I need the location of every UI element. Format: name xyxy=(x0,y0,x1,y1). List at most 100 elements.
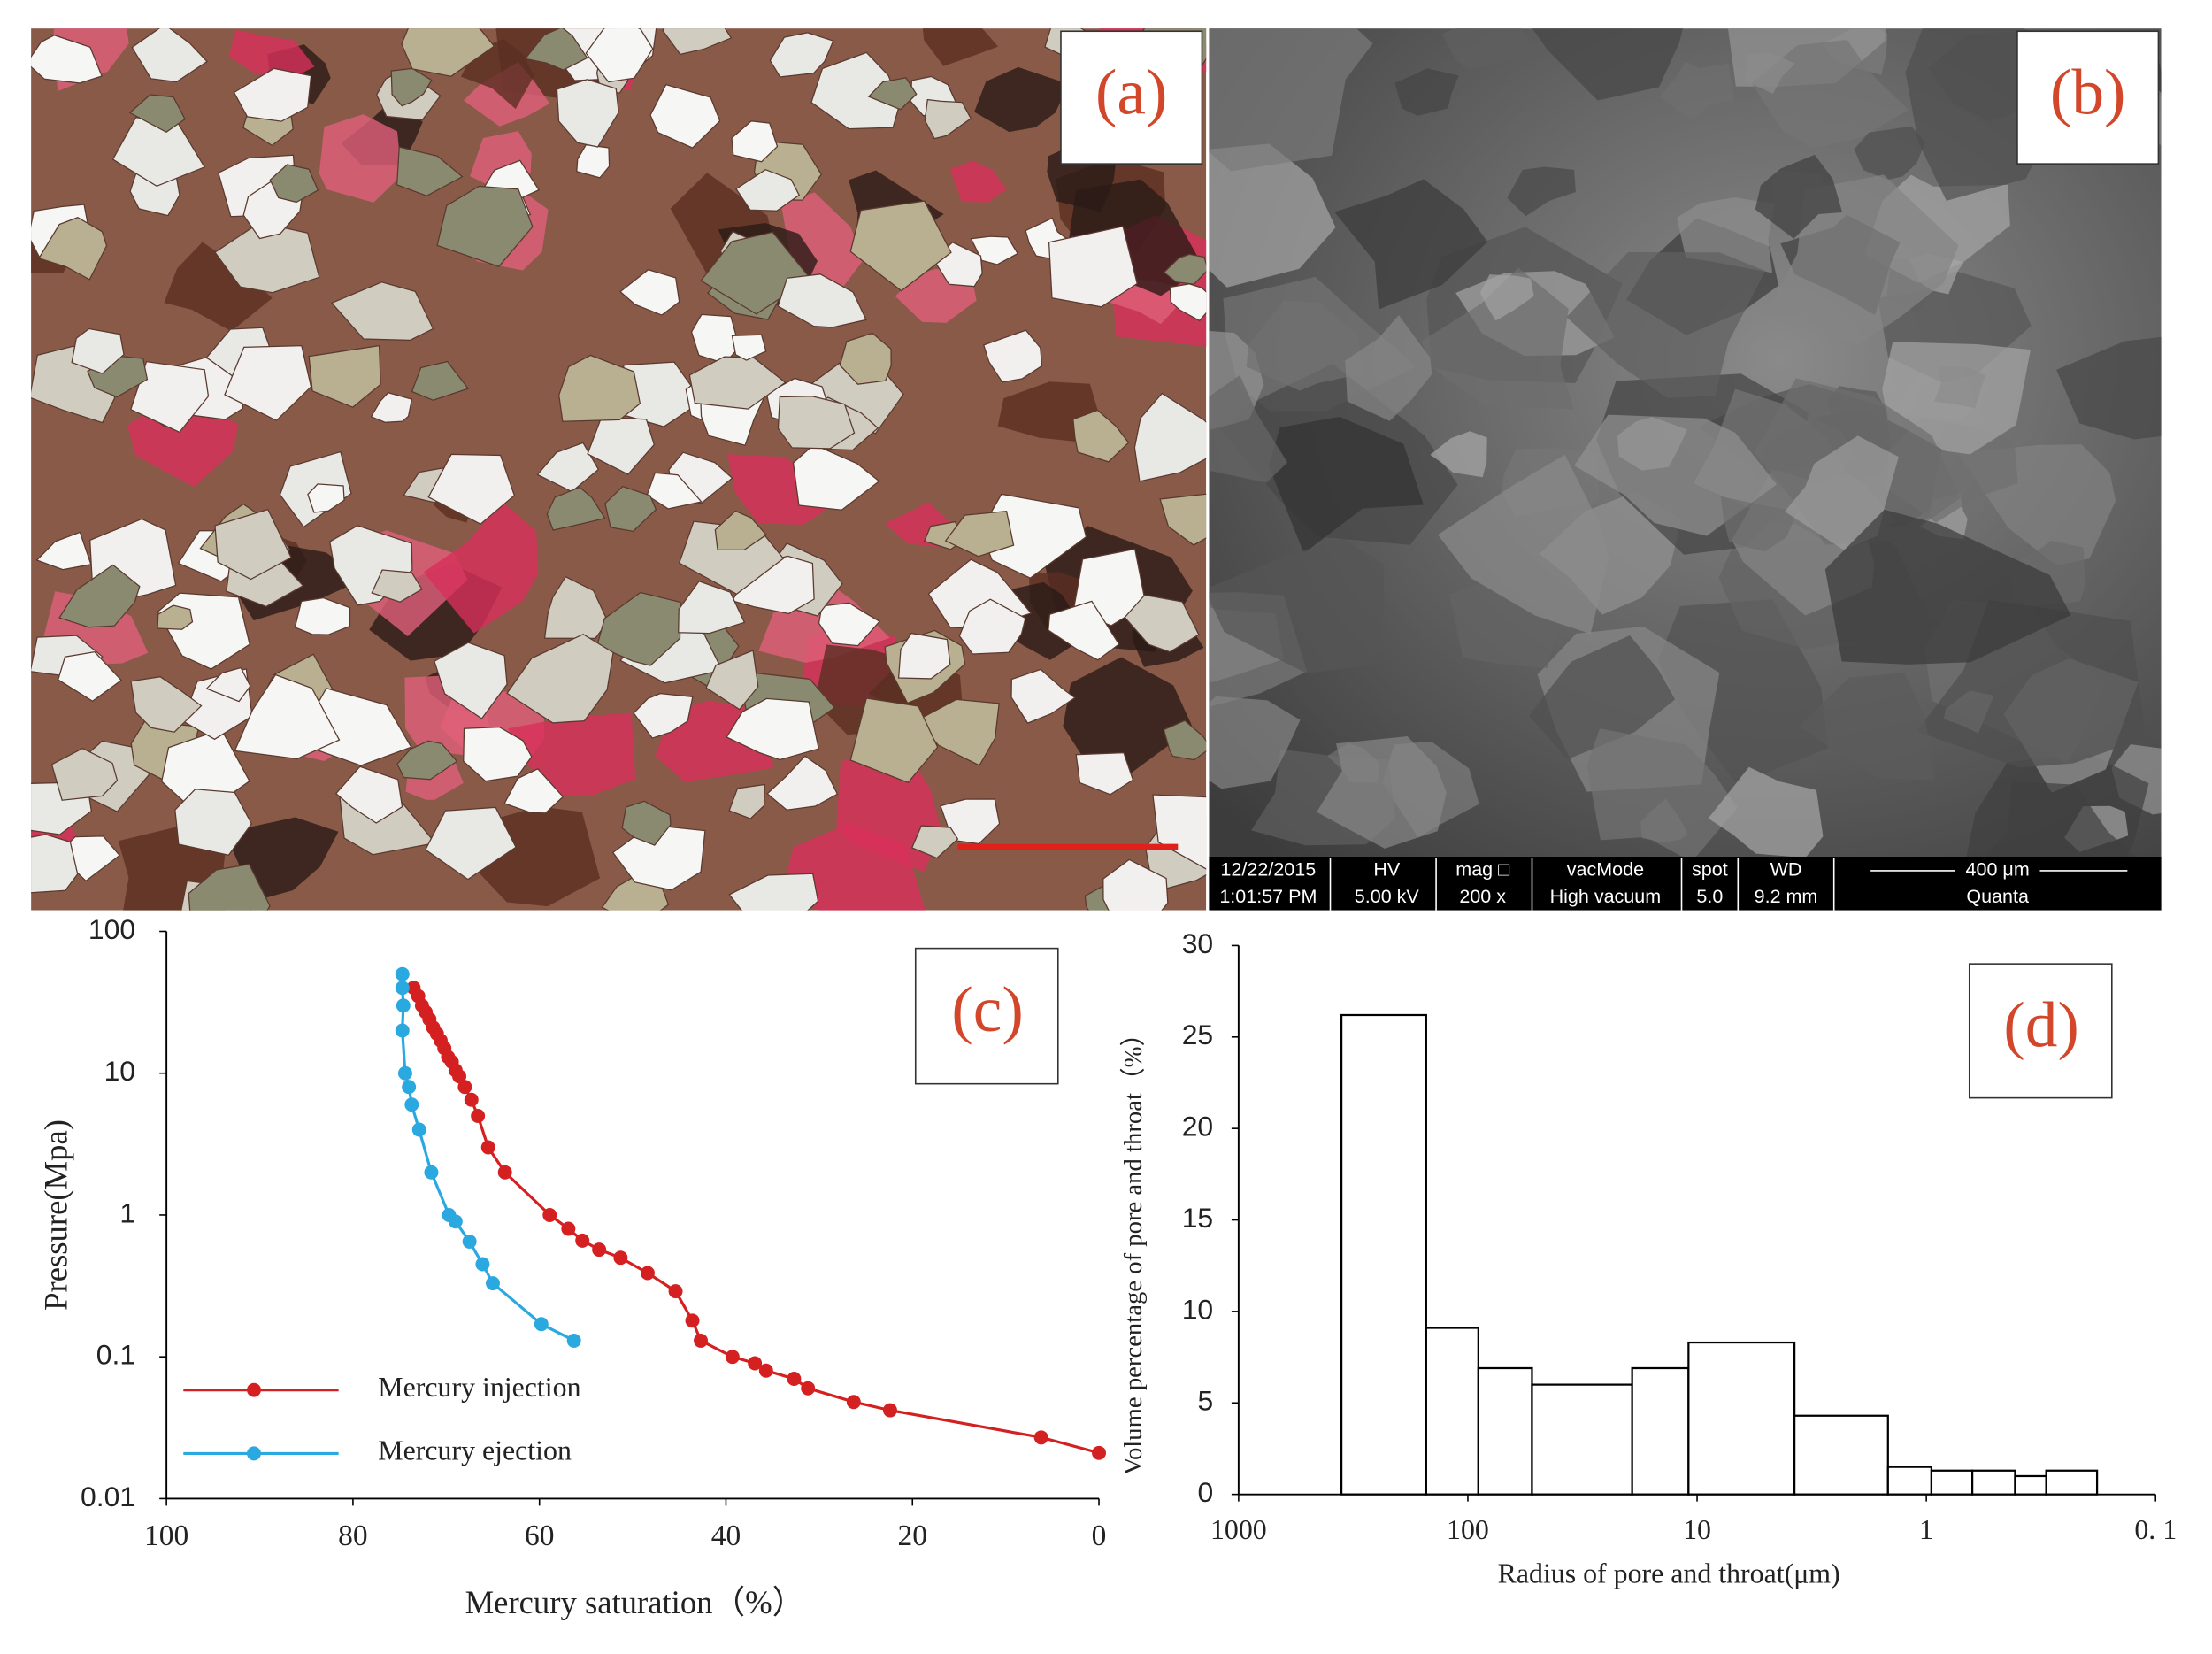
x-tick-label: 0. 1 xyxy=(2134,1514,2177,1545)
y-tick-label: 1 xyxy=(119,1196,135,1228)
texture xyxy=(2056,336,2162,440)
sem-info-text: Quanta xyxy=(1966,886,2029,907)
point xyxy=(725,1350,740,1365)
y-tick-label: 10 xyxy=(104,1055,135,1087)
point xyxy=(448,1214,463,1229)
y-tick-label: 5 xyxy=(1197,1385,1213,1417)
texture xyxy=(1334,179,1488,310)
sem-info-text: WD xyxy=(1770,859,1802,881)
grain xyxy=(940,798,1001,845)
grain xyxy=(1169,283,1207,322)
histogram-bar xyxy=(1531,1383,1633,1496)
x-tick-label: 1 xyxy=(1919,1514,1933,1545)
texture xyxy=(1586,728,1738,857)
grain xyxy=(619,269,680,316)
histogram-bar xyxy=(2014,1474,2047,1496)
sem-info-text: 12/22/2015 xyxy=(1221,859,1317,881)
grain xyxy=(810,51,901,130)
grain xyxy=(334,765,403,824)
texture xyxy=(164,242,273,332)
point xyxy=(497,1165,512,1180)
sem-info-text: spot xyxy=(1692,859,1728,881)
scale-bar xyxy=(957,843,1179,850)
histogram-bar xyxy=(2045,1469,2099,1496)
sem-info: 12/22/2015 1:01:57 PM HV 5.00 kV mag □ 200 x v… xyxy=(1219,858,2128,911)
grain xyxy=(1075,751,1134,796)
grain xyxy=(396,740,458,781)
texture xyxy=(1430,431,1487,478)
texture xyxy=(1743,52,1795,95)
grain xyxy=(224,345,312,421)
grain xyxy=(128,94,186,134)
grain xyxy=(31,35,103,84)
x-tick-label: 10 xyxy=(1683,1514,1711,1545)
sem-photo xyxy=(1209,28,2162,857)
grain xyxy=(849,697,939,784)
point xyxy=(404,1097,419,1112)
grain xyxy=(330,281,434,342)
grain xyxy=(604,485,657,532)
panel-label: (a) xyxy=(1095,57,1167,128)
grain xyxy=(867,77,918,111)
grain xyxy=(849,200,952,292)
point xyxy=(640,1266,655,1281)
grain xyxy=(130,360,210,434)
point xyxy=(395,1023,410,1038)
histogram-bar xyxy=(1793,1414,1889,1496)
label-box xyxy=(914,947,1059,1085)
grain xyxy=(1124,594,1200,653)
point xyxy=(748,1356,763,1371)
grain xyxy=(585,28,654,83)
texture xyxy=(1566,251,1766,398)
x-axis-title: Radius of pore and throat(μm) xyxy=(1498,1558,1840,1589)
grain xyxy=(839,332,892,385)
grain xyxy=(425,806,517,881)
point xyxy=(395,966,410,981)
grain xyxy=(234,673,341,760)
point xyxy=(457,1080,472,1095)
sem-info-bar xyxy=(1209,856,2162,911)
y-tick-label: 10 xyxy=(1182,1293,1213,1325)
grain xyxy=(818,602,881,647)
grain xyxy=(434,642,508,719)
grain xyxy=(731,334,767,361)
grain xyxy=(1152,794,1207,870)
y-tick-label: 0.1 xyxy=(96,1339,135,1371)
point xyxy=(575,1233,590,1248)
panel-label: (b) xyxy=(2050,57,2126,128)
grain xyxy=(897,632,951,680)
texture xyxy=(1209,143,1336,288)
sem-info-text: 5.00 kV xyxy=(1355,886,1420,907)
point xyxy=(542,1207,557,1222)
point xyxy=(462,1234,477,1249)
histogram-bar xyxy=(1477,1366,1533,1496)
texture xyxy=(1755,154,1843,239)
y-tick-label: 15 xyxy=(1182,1202,1213,1234)
grain xyxy=(294,596,351,635)
texture xyxy=(1438,454,1609,635)
point xyxy=(613,1250,628,1266)
point xyxy=(566,1333,581,1348)
grain xyxy=(71,327,125,374)
histogram-bar xyxy=(1340,1013,1427,1496)
texture xyxy=(319,114,402,203)
texture xyxy=(949,160,1007,203)
texture xyxy=(1246,300,1364,391)
grain xyxy=(233,67,312,122)
texture xyxy=(1209,538,1385,673)
sem-info-text: 1:01:57 PM xyxy=(1219,886,1317,907)
texture xyxy=(1785,435,1899,550)
y-tick-label: 25 xyxy=(1182,1019,1213,1050)
grain xyxy=(970,235,1019,265)
grain xyxy=(536,442,600,493)
grain xyxy=(308,344,381,408)
point xyxy=(395,981,410,996)
series-line xyxy=(401,973,575,1342)
chart-d: 0 5 10 15 20 25 30 1000 100 10 1 0. 1 Volume percent… xyxy=(1119,927,2177,1589)
texture xyxy=(1441,28,1534,70)
grain xyxy=(546,486,606,531)
grain xyxy=(371,569,423,603)
grain xyxy=(401,28,495,77)
grain xyxy=(214,221,320,294)
